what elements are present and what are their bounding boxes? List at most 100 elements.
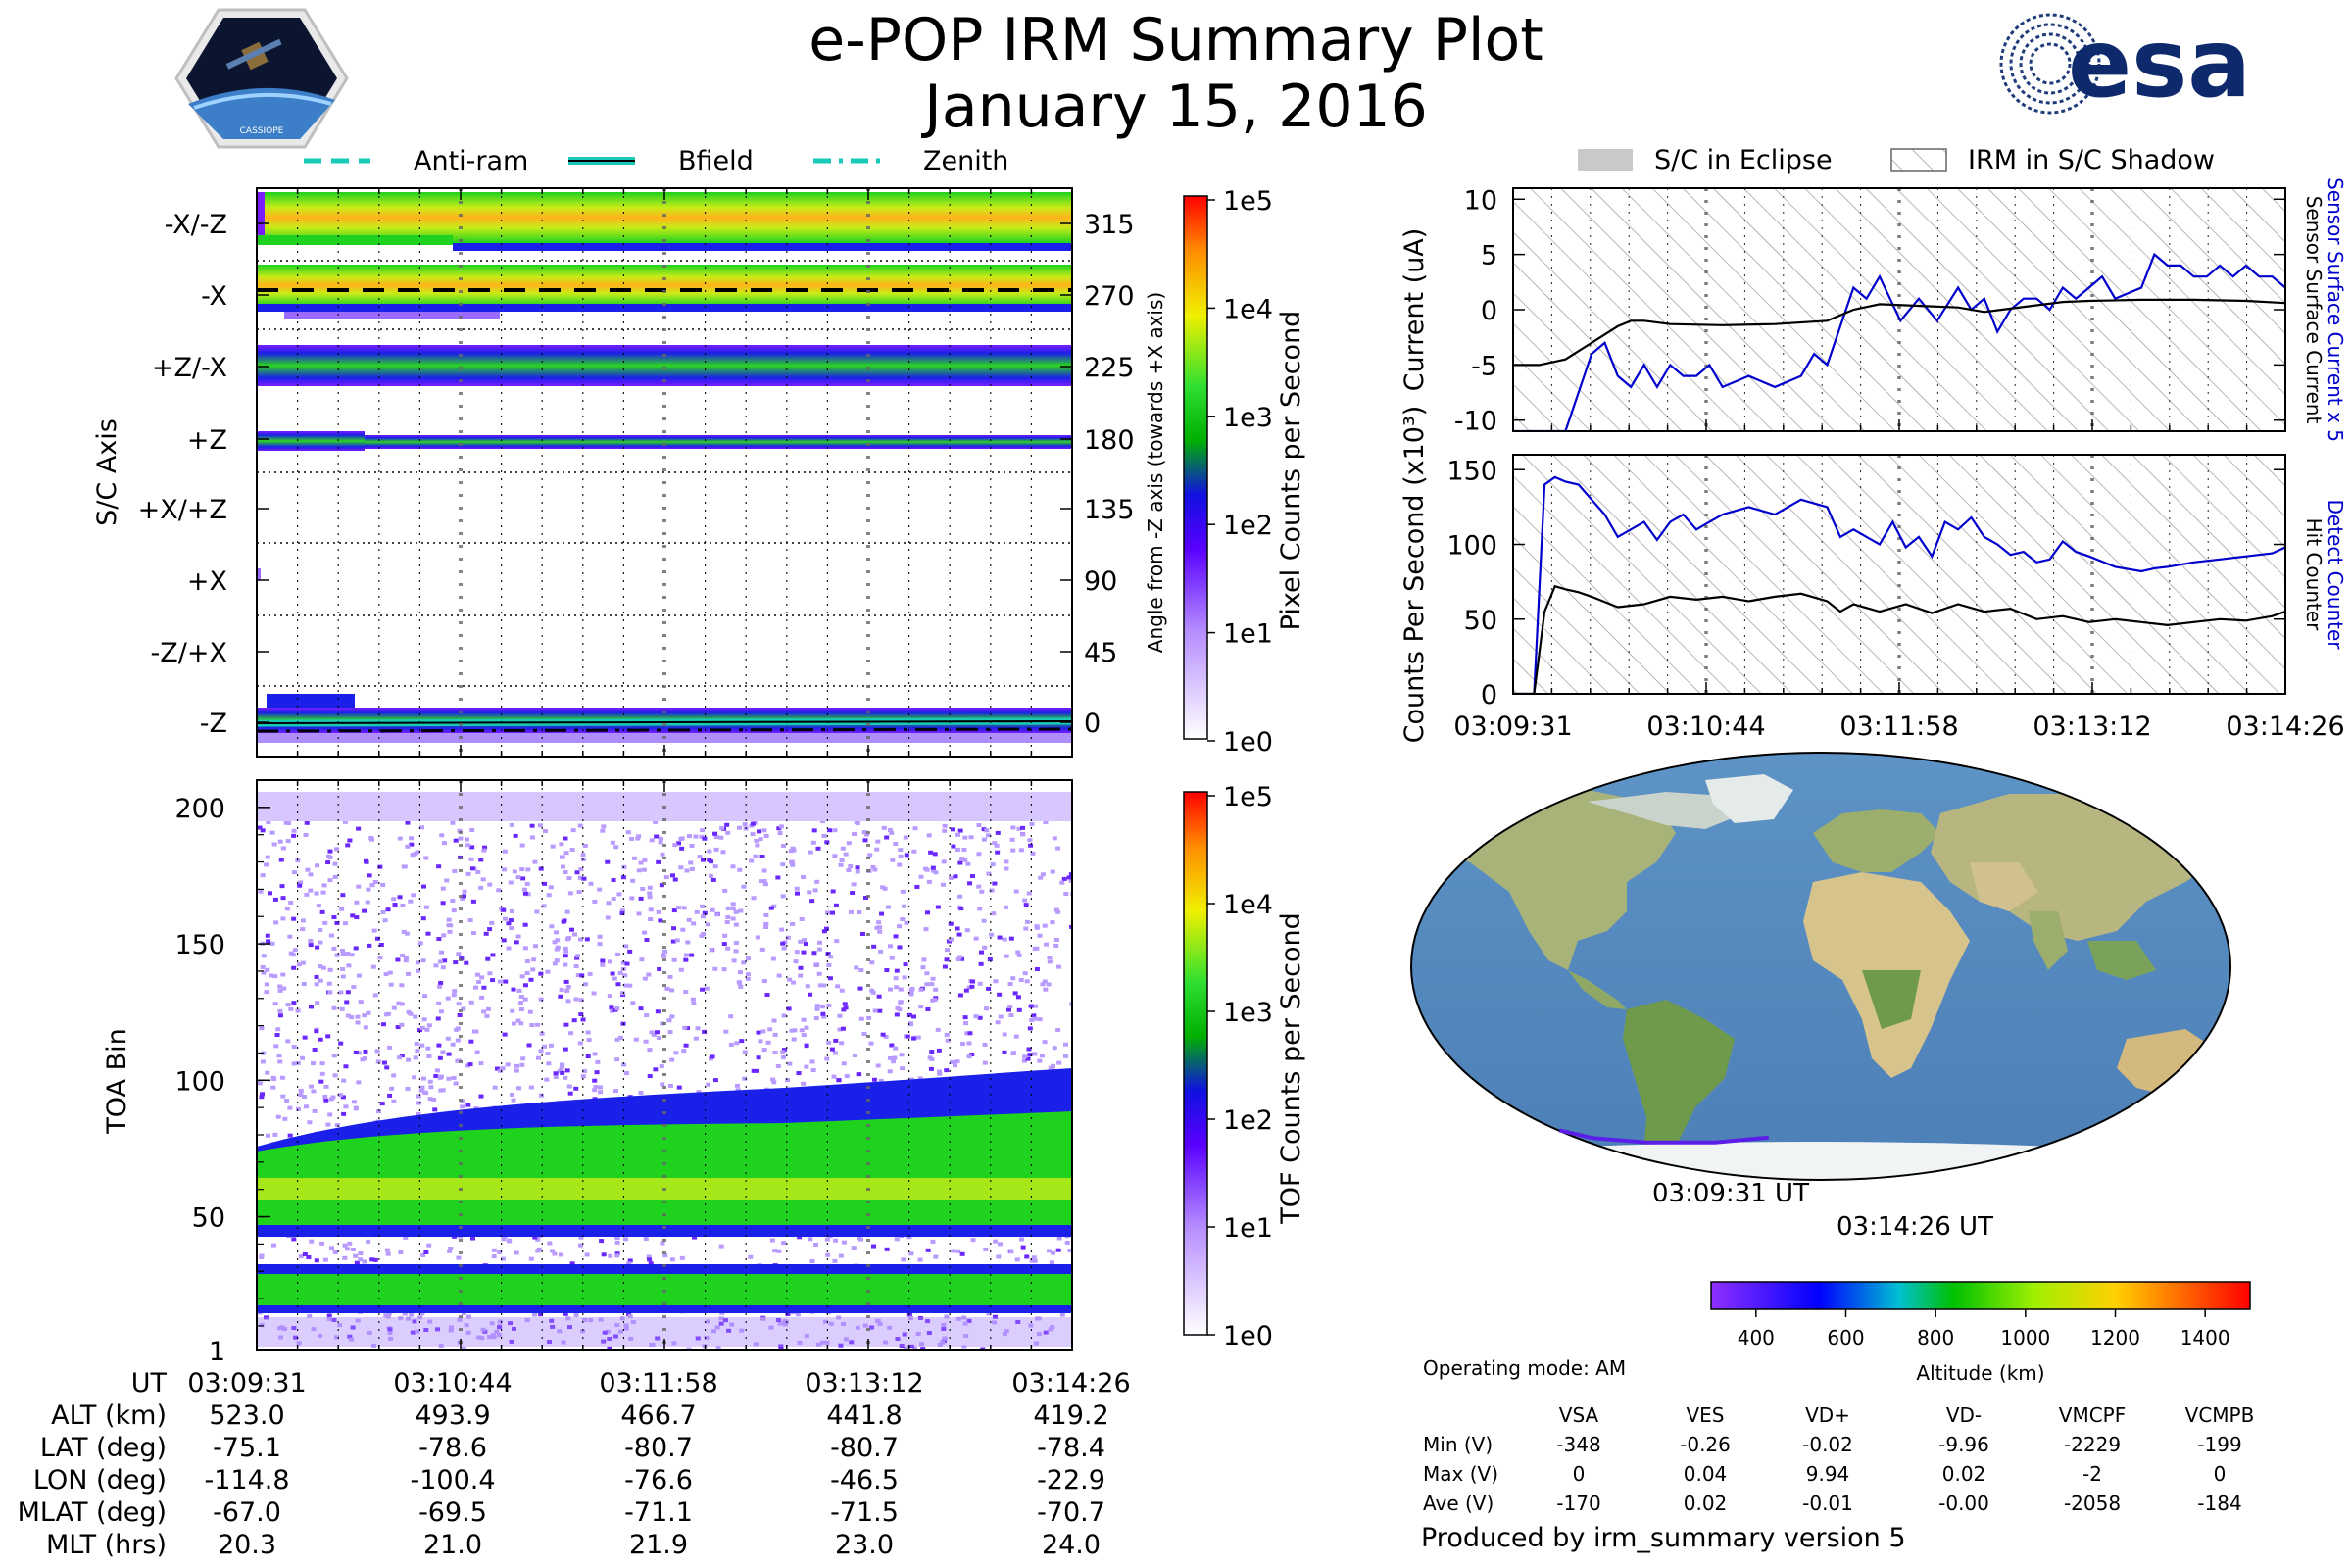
page-title: e-POP IRM Summary Plot bbox=[808, 6, 1544, 74]
orbit-row-value: 21.0 bbox=[422, 1530, 483, 1560]
chart3-xtick-4: 03:14:26 bbox=[2226, 711, 2344, 742]
pixel-ytick-right-0: 315 bbox=[1084, 210, 1135, 240]
pixel-ytick-right-7: 0 bbox=[1084, 709, 1101, 739]
orbit-row-value: -75.1 bbox=[213, 1433, 281, 1463]
esa-logo: esa bbox=[1999, 10, 2251, 118]
status-value: 9.94 bbox=[1805, 1462, 1850, 1486]
orbit-row-value: -70.7 bbox=[1037, 1497, 1105, 1528]
legend-label-2: Zenith bbox=[923, 146, 1008, 176]
chart2-ytick-3: -5 bbox=[1471, 351, 1497, 381]
status-value: -0.00 bbox=[1938, 1492, 1989, 1515]
orbit-row-label: LON (deg) bbox=[32, 1465, 167, 1495]
orbit-row-value: -78.6 bbox=[418, 1433, 487, 1463]
panel-tof: 200 150 100 50 1 TOA Bin bbox=[102, 779, 1073, 1367]
orbit-row-value: -67.0 bbox=[213, 1497, 281, 1528]
orbit-row-value: 493.9 bbox=[415, 1400, 491, 1431]
legend-label-0: Anti-ram bbox=[414, 146, 528, 176]
status-value: -0.02 bbox=[1802, 1433, 1853, 1456]
pixel-ytick-left-0: -X/-Z bbox=[165, 210, 227, 240]
altitude-tick-3: 1000 bbox=[2000, 1326, 2050, 1349]
orbit-row-value: -71.1 bbox=[624, 1497, 693, 1528]
status-value: -170 bbox=[1556, 1492, 1601, 1515]
legend-shadow-swatch bbox=[1890, 148, 1947, 172]
status-value: 0.02 bbox=[1941, 1462, 1986, 1486]
chart3-xtick-2: 03:11:58 bbox=[1839, 711, 1958, 742]
chart3-xtick-0: 03:09:31 bbox=[1453, 711, 1572, 742]
pixel-ytick-right-4: 135 bbox=[1084, 495, 1135, 525]
tof-ytick-3: 50 bbox=[192, 1203, 225, 1234]
orbit-row-value: -22.9 bbox=[1037, 1465, 1105, 1495]
cb2-ticks-label-3: 1e2 bbox=[1223, 1105, 1273, 1136]
legend-eclipse-swatch bbox=[1578, 149, 1633, 171]
orbit-map: 03:09:31 UT 03:14:26 UT bbox=[1410, 752, 2231, 1242]
cb2-ticks-label-5: 1e0 bbox=[1223, 1321, 1273, 1351]
cb1-ticks-label-0: 1e5 bbox=[1223, 186, 1273, 217]
altitude-tick-0: 400 bbox=[1738, 1326, 1775, 1349]
orbit-row-value: 466.7 bbox=[620, 1400, 697, 1431]
status-value: -9.96 bbox=[1938, 1433, 1989, 1456]
esa-logo-text: esa bbox=[2068, 10, 2251, 118]
orbit-table-row: LON (deg) -114.8 -100.4 -76.6 -46.5 -22.9 bbox=[0, 1465, 1176, 1495]
cb1-ticks-label-2: 1e3 bbox=[1223, 403, 1273, 433]
orbit-track bbox=[1558, 1128, 1769, 1145]
status-value: -348 bbox=[1556, 1433, 1601, 1456]
orbit-row-value: -80.7 bbox=[830, 1433, 899, 1463]
orbit-table-row: ALT (km) 523.0 493.9 466.7 441.8 419.2 bbox=[0, 1400, 1176, 1431]
tof-colorbar-label: TOF Counts per Second bbox=[1276, 912, 1306, 1225]
chart3-ytick-2: 50 bbox=[1464, 606, 1497, 636]
pixel-ytick-right-1: 270 bbox=[1084, 281, 1135, 312]
pixel-ytick-right-3: 180 bbox=[1084, 425, 1135, 456]
orbit-row-value: 441.8 bbox=[826, 1400, 903, 1431]
status-value: -0.01 bbox=[1802, 1492, 1853, 1515]
tof-ytick-4: 1 bbox=[209, 1337, 225, 1367]
status-row-label: Ave (V) bbox=[1423, 1492, 1494, 1515]
chart2-ytick-0: 10 bbox=[1464, 185, 1497, 216]
orbit-row-label: ALT (km) bbox=[51, 1400, 167, 1431]
ut-label: UT bbox=[130, 1368, 167, 1398]
ut-time-5: 03:14:26 bbox=[1011, 1368, 1131, 1398]
counts-chart: 150 100 50 0 Counts Per Second (x10³) Detect … bbox=[1399, 406, 2347, 744]
page-date: January 15, 2016 bbox=[924, 73, 1428, 141]
chart3-ytick-3: 0 bbox=[1481, 680, 1497, 710]
pixel-ytick-left-6: -Z/+X bbox=[151, 638, 227, 668]
status-header: VD+ bbox=[1805, 1403, 1850, 1427]
status-value: -2 bbox=[2082, 1462, 2102, 1486]
altitude-tick-2: 800 bbox=[1917, 1326, 1954, 1349]
orbit-row-value: -71.5 bbox=[830, 1497, 899, 1528]
status-value: 0.02 bbox=[1683, 1492, 1728, 1515]
chart2-ylabel: Current (uA) bbox=[1399, 228, 1430, 392]
pixel-ytick-left-3: +Z bbox=[187, 425, 227, 456]
status-row-label: Max (V) bbox=[1423, 1462, 1498, 1486]
ut-time-4: 03:13:12 bbox=[805, 1368, 924, 1398]
altitude-tick-4: 1200 bbox=[2090, 1326, 2140, 1349]
pixel-ytick-right-5: 90 bbox=[1084, 566, 1117, 597]
tof-ytick-1: 150 bbox=[174, 930, 225, 960]
chart3-ytick-1: 100 bbox=[1446, 531, 1497, 562]
orbit-end-label: 03:14:26 UT bbox=[1837, 1212, 1993, 1242]
pixel-colorbar: 1e5 1e4 1e3 1e2 1e1 1e0 Pixel Counts per Secon… bbox=[1183, 186, 1306, 758]
orbit-row-value: 23.0 bbox=[834, 1530, 895, 1560]
tof-ytick-2: 100 bbox=[174, 1066, 225, 1097]
left-legend: Anti-ram Bfield Zenith bbox=[304, 146, 1008, 176]
tof-colorbar: 1e5 1e4 1e3 1e2 1e1 1e0 TOF Counts per Second bbox=[1183, 782, 1306, 1351]
pixel-colorbar-label: Pixel Counts per Second bbox=[1276, 311, 1306, 631]
operating-mode: Operating mode: AM bbox=[1423, 1356, 1627, 1380]
orbit-row-value: -114.8 bbox=[204, 1465, 290, 1495]
orbit-row-value: 419.2 bbox=[1033, 1400, 1109, 1431]
status-value: -184 bbox=[2197, 1492, 2242, 1515]
cb2-ticks-label-1: 1e4 bbox=[1223, 890, 1273, 920]
cb1-ticks-label-1: 1e4 bbox=[1223, 294, 1273, 324]
orbit-row-value: -100.4 bbox=[410, 1465, 496, 1495]
footer-credit: Produced by irm_summary version 5 bbox=[1421, 1523, 1906, 1553]
status-header: VES bbox=[1686, 1403, 1725, 1427]
altitude-tick-5: 1400 bbox=[2180, 1326, 2230, 1349]
pixel-ytick-left-2: +Z/-X bbox=[152, 353, 227, 383]
pixel-ytick-left-1: -X bbox=[201, 281, 227, 312]
orbit-table-row: MLAT (deg) -67.0 -69.5 -71.1 -71.5 -70.7 bbox=[0, 1497, 1176, 1528]
cb1-ticks-label-4: 1e1 bbox=[1223, 619, 1273, 650]
cb2-ticks-label-4: 1e1 bbox=[1223, 1213, 1273, 1244]
chart3-ytick-0: 150 bbox=[1446, 456, 1497, 486]
orbit-table-header: UT 03:09:31 03:10:44 03:11:58 03:13:12 0… bbox=[0, 1368, 1176, 1398]
series-line-3-1 bbox=[1513, 584, 2285, 694]
status-header: VMCPF bbox=[2058, 1403, 2127, 1427]
